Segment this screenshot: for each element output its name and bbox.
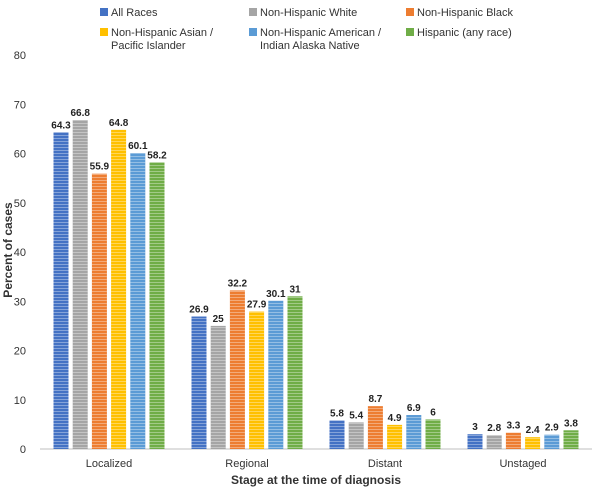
bar-stripe-overlay [348,422,364,449]
legend-swatch [406,8,414,16]
legend-label: Non-Hispanic Black [417,7,513,19]
bar-stripe-overlay [563,430,579,449]
bar-stripe-overlay [191,316,207,449]
bar-data-label: 8.7 [368,394,382,405]
bar-data-label: 64.8 [109,118,129,129]
bar-stripe-overlay [229,290,245,449]
y-tick-label: 50 [14,198,26,210]
bar-data-label: 30.1 [266,289,286,300]
bar-stripe-overlay [525,437,541,449]
legend-label: All Races [111,7,158,19]
legend-swatch [100,28,108,36]
bar-stripe-overlay [544,434,560,449]
bar-data-label: 58.2 [147,150,167,161]
legend: All Races Non-Hispanic White Non-Hispanic … [100,7,513,52]
bar-data-label: 60.1 [128,141,148,152]
legend-label: Non-Hispanic American / [260,27,382,39]
y-tick-label: 20 [14,346,26,358]
legend-label: Non-Hispanic White [260,7,357,19]
y-tick-label: 10 [14,395,26,407]
bar-stripe-overlay [130,153,146,449]
bar-data-label: 3.8 [564,418,578,429]
bar-data-label: 5.8 [330,408,344,419]
bar-stripe-overlay [406,415,422,449]
bar-data-label: 55.9 [90,162,110,173]
y-tick-label: 70 [14,99,26,111]
y-tick-label: 30 [14,296,26,308]
bar-stripe-overlay [329,420,345,449]
legend-label-line2: Pacific Islander [111,40,186,52]
bar-stripe-overlay [505,432,521,449]
legend-swatch [249,8,257,16]
legend-label: Hispanic (any race) [417,27,512,39]
bar-stripe-overlay [387,424,403,449]
y-tick-label: 0 [20,444,26,456]
legend-label: Non-Hispanic Asian / [111,27,214,39]
bar-stripe-overlay [72,120,88,449]
bar-data-label: 66.8 [70,108,90,119]
x-category-label: Regional [225,458,268,470]
bar-stripe-overlay [149,162,165,450]
y-tick-label: 40 [14,247,26,259]
bar-stripe-overlay [367,406,383,449]
bar-stripe-overlay [249,311,265,449]
bar-data-label: 31 [289,284,301,295]
x-category-label: Unstaged [499,458,546,470]
bar-stripe-overlay [53,132,69,449]
bar-data-label: 3 [472,422,478,433]
y-tick-label: 60 [14,149,26,161]
bar-stripe-overlay [111,129,127,450]
bar-stripe-overlay [486,435,502,449]
bar-data-label: 6.9 [407,403,421,414]
y-tick-label: 80 [14,50,26,62]
bar-data-label: 3.3 [506,421,520,432]
bar-stripe-overlay [287,296,303,449]
bar-stripe-overlay [268,300,284,449]
bar-data-label: 32.2 [228,278,248,289]
legend-swatch [249,28,257,36]
bar-stripe-overlay [467,434,483,449]
y-axis-title: Percent of cases [1,202,15,298]
bars [53,120,579,450]
bar-data-label: 2.9 [545,423,559,434]
x-axis-title: Stage at the time of diagnosis [231,473,401,487]
bar-data-label: 2.8 [487,423,501,434]
legend-swatch [406,28,414,36]
x-category-label: Localized [86,458,132,470]
legend-swatch [100,8,108,16]
bar-data-label: 27.9 [247,300,267,311]
bar-data-label: 2.4 [526,425,540,436]
bar-data-label: 25 [213,314,225,325]
legend-label-line2: Indian Alaska Native [260,40,360,52]
bar-data-label: 6 [430,407,436,418]
bar-stripe-overlay [210,325,226,449]
data-labels: 64.366.8 55.9 64.8 60.158.2 26.9 25 32.2 27.930… [51,108,578,436]
bar-data-label: 64.3 [51,120,71,131]
bar-stripe-overlay [91,173,107,449]
bar-data-label: 5.4 [349,410,363,421]
bar-data-label: 26.9 [189,305,209,316]
bar-data-label: 4.9 [388,413,402,424]
bar-stripe-overlay [425,419,441,449]
x-category-label: Distant [368,458,402,470]
